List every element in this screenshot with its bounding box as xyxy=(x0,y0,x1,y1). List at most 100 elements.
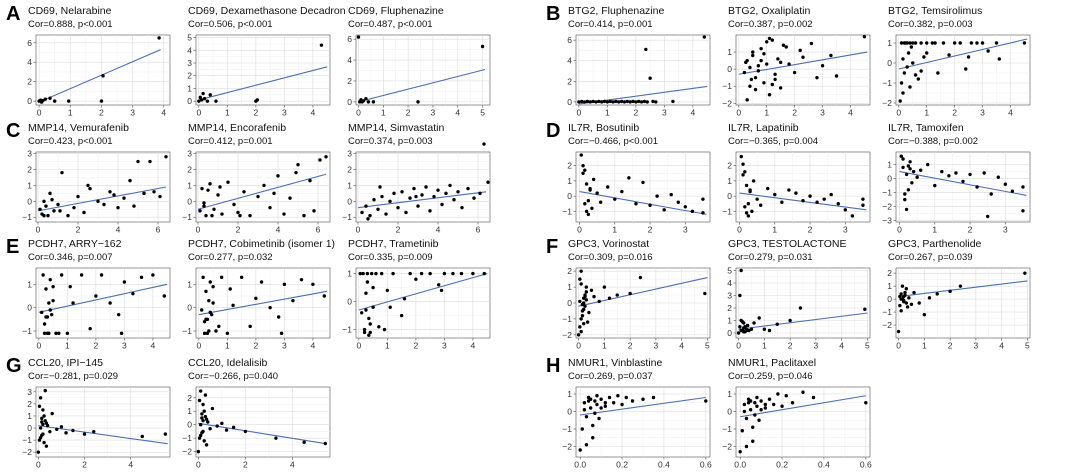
y-tick-label: −1 xyxy=(722,81,732,91)
data-point xyxy=(282,212,286,216)
x-tick-label: 4 xyxy=(116,225,121,235)
data-point xyxy=(683,205,688,209)
y-tick-label: 1 xyxy=(727,389,732,399)
plot-title: MMP14, Vemurafenib xyxy=(28,122,129,134)
data-point xyxy=(365,280,370,284)
data-point xyxy=(742,409,747,414)
data-point xyxy=(356,35,361,39)
data-point xyxy=(744,211,749,215)
scatter-plot: IL7R, Tamoxifen Cor=−0.388, p=0.002 0 1 2 3 −3… xyxy=(882,122,1031,235)
data-point xyxy=(628,100,632,104)
data-point xyxy=(442,271,447,276)
y-tick-label: 4 xyxy=(27,57,32,67)
plot-frame xyxy=(895,151,1031,223)
data-point xyxy=(745,98,749,102)
data-point xyxy=(597,99,601,104)
data-point xyxy=(753,401,757,405)
data-point xyxy=(750,209,754,214)
data-point xyxy=(204,317,208,322)
y-tick-label: 3 xyxy=(27,387,32,397)
panel-e: E PCDH7, ARRY−162 Cor=0.346, p=0.007 0 1 2 3 4 −… xyxy=(6,236,491,351)
x-tick-label: 4 xyxy=(1008,108,1013,118)
x-tick-label: 0 xyxy=(36,225,41,235)
data-point xyxy=(994,41,999,45)
data-point xyxy=(986,49,990,53)
x-tick-label: 2 xyxy=(808,225,813,235)
data-point xyxy=(312,209,316,213)
data-point xyxy=(200,416,204,420)
data-point xyxy=(611,100,615,104)
data-point xyxy=(49,312,54,317)
data-point xyxy=(578,299,582,304)
data-point xyxy=(701,197,705,201)
regression-line xyxy=(579,191,707,215)
plot-title: IL7R, Bosutinib xyxy=(568,122,639,134)
y-tick-label: 0 xyxy=(347,97,352,107)
data-point xyxy=(585,99,590,104)
data-point xyxy=(200,412,204,416)
data-point xyxy=(936,71,940,75)
data-point xyxy=(590,206,594,211)
y-tick-label: 4 xyxy=(567,56,572,66)
data-point xyxy=(580,314,585,318)
data-point xyxy=(588,100,592,104)
scatter-plot: NMUR1, Vinblastine Cor=0.269, p=0.037 0.0 0… xyxy=(562,357,712,470)
y-tick-label: −1 xyxy=(562,206,572,216)
data-point xyxy=(59,273,64,277)
data-point xyxy=(598,200,603,204)
regression-line xyxy=(197,173,327,210)
data-point xyxy=(416,204,420,208)
data-point xyxy=(368,213,372,218)
data-point xyxy=(901,57,905,61)
data-point xyxy=(202,439,206,443)
data-point xyxy=(631,99,635,104)
data-point xyxy=(980,41,985,45)
data-point xyxy=(58,209,62,213)
x-tick-label: 0 xyxy=(196,108,201,118)
data-point xyxy=(767,36,772,41)
data-point xyxy=(743,170,747,174)
data-point xyxy=(379,271,384,276)
data-point xyxy=(788,318,792,323)
data-point xyxy=(968,172,972,177)
data-point xyxy=(591,99,595,104)
x-tick-label: 2 xyxy=(952,108,957,118)
data-point xyxy=(367,333,371,337)
data-point xyxy=(599,397,603,401)
panel-h: H NMUR1, Vinblastine Cor=0.269, p=0.037 0.0… xyxy=(546,355,872,470)
plot-stat: Cor=0.279, p=0.031 xyxy=(728,252,813,263)
scatter-plot: BTG2, Oxaliplatin Cor=0.387, p=0.002 0 1 2 3 4… xyxy=(722,5,871,118)
y-tick-label: 1 xyxy=(567,389,572,399)
x-tick-label: 0 xyxy=(36,341,41,351)
plot-stat: Cor=0.269, p=0.037 xyxy=(568,371,653,382)
data-point xyxy=(50,198,54,202)
plot-frame xyxy=(195,151,331,223)
x-tick-label: 2 xyxy=(236,225,241,235)
data-point xyxy=(770,38,774,42)
data-point xyxy=(748,188,752,192)
data-point xyxy=(212,207,216,211)
x-tick-label: 4 xyxy=(290,460,295,470)
data-point xyxy=(368,330,372,335)
data-point xyxy=(836,202,840,206)
data-point xyxy=(905,305,910,309)
data-point xyxy=(759,399,763,403)
data-point xyxy=(784,45,788,49)
data-point xyxy=(460,205,464,210)
data-point xyxy=(903,192,907,196)
data-point xyxy=(940,169,944,174)
data-point xyxy=(773,72,777,76)
y-tick-label: −1 xyxy=(882,188,892,198)
data-point xyxy=(602,285,607,289)
data-point xyxy=(902,294,906,299)
regression-line xyxy=(357,191,487,209)
data-point xyxy=(428,271,432,276)
data-point xyxy=(918,168,923,172)
plot-stat: Cor=0.335, p=0.009 xyxy=(348,252,433,263)
x-tick-label: 1 xyxy=(764,108,769,118)
panel-letter: C xyxy=(6,120,20,142)
plot-stat: Cor=0.487, p<0.001 xyxy=(348,19,433,30)
data-point xyxy=(268,305,272,310)
data-point xyxy=(780,404,784,408)
data-point xyxy=(55,427,59,431)
